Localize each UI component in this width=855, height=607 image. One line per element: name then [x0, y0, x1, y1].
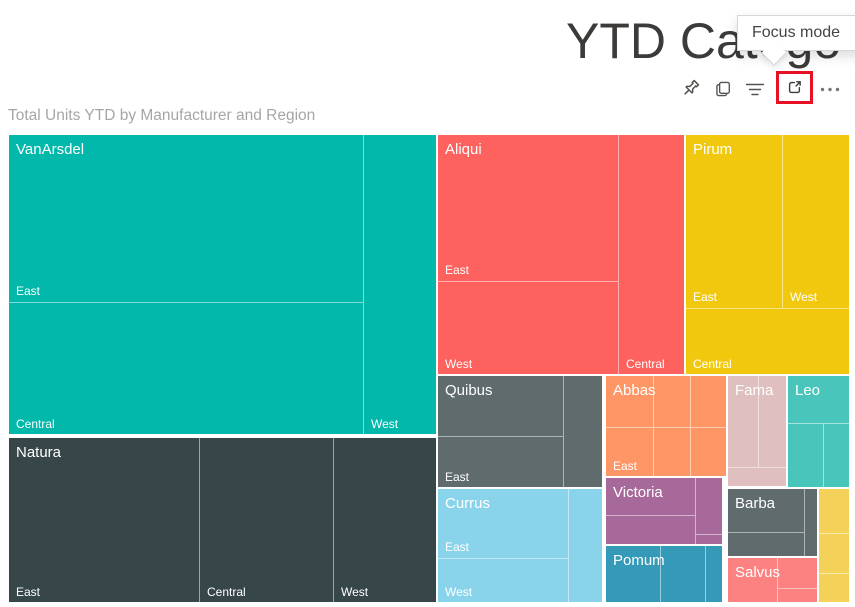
region-label: Central	[693, 357, 732, 371]
treemap-leaf-fama-1[interactable]	[759, 376, 786, 468]
tooltip-text: Focus mode	[752, 24, 841, 41]
treemap-leaf-abbas-east[interactable]: East	[606, 428, 654, 476]
region-label: West	[445, 357, 473, 371]
region-label: Central	[16, 417, 55, 431]
treemap-group-salvus: Salvus	[727, 557, 818, 603]
treemap-leaf-unnamed-0[interactable]	[819, 489, 849, 534]
treemap-group-leo: Leo	[787, 375, 850, 488]
region-label: Central	[626, 357, 665, 371]
region-label: East	[613, 459, 638, 473]
treemap-leaf-vanarsdel-central[interactable]: Central	[9, 303, 364, 434]
filter-icon[interactable]	[745, 82, 765, 98]
treemap-leaf-pomum-0[interactable]	[606, 546, 661, 602]
region-label: East	[445, 263, 470, 277]
treemap-leaf-aliqui-west[interactable]: West	[438, 282, 619, 374]
treemap-leaf-aliqui-central[interactable]: Central	[619, 135, 684, 374]
treemap-leaf-pirum-west[interactable]: West	[783, 135, 849, 309]
region-label: West	[445, 585, 473, 599]
region-label: East	[445, 540, 470, 554]
treemap-leaf-victoria-0[interactable]	[606, 478, 696, 516]
treemap-leaf-pomum-1[interactable]	[661, 546, 706, 602]
treemap-leaf-victoria-3[interactable]	[696, 535, 722, 544]
treemap-leaf-abbas-5[interactable]	[691, 428, 726, 476]
treemap-leaf-abbas-2[interactable]	[654, 376, 691, 428]
treemap-group-victoria: Victoria	[605, 477, 723, 545]
region-label: East	[445, 470, 470, 484]
focus-mode-tooltip: Focus mode	[737, 15, 855, 66]
copy-icon[interactable]	[714, 80, 732, 98]
treemap-visual: East Central West VanArsdel East Central West N…	[8, 134, 850, 603]
treemap-group-pirum: East West Central Pirum	[685, 134, 850, 375]
treemap-group-pomum: Pomum	[605, 545, 723, 603]
treemap-leaf-leo-2[interactable]	[824, 424, 849, 487]
treemap-leaf-victoria-1[interactable]	[606, 516, 696, 544]
treemap-leaf-natura-west[interactable]: West	[334, 438, 436, 602]
more-options-icon[interactable]	[819, 86, 841, 93]
treemap-group-aliqui: East West Central Aliqui	[437, 134, 685, 375]
treemap-group-quibus: East Quibus	[437, 375, 603, 488]
treemap-group-barba: Barba	[727, 488, 818, 557]
region-label: West	[371, 417, 399, 431]
treemap-leaf-barba-2[interactable]	[805, 489, 817, 556]
treemap-leaf-fama-0[interactable]	[728, 376, 759, 468]
treemap-leaf-pirum-east[interactable]: East	[686, 135, 783, 309]
treemap-group-unnamed	[818, 488, 850, 603]
treemap-leaf-victoria-2[interactable]	[696, 478, 722, 535]
treemap-group-fama: Fama	[727, 375, 787, 487]
treemap-leaf-aliqui-east[interactable]: East	[438, 135, 619, 282]
treemap-leaf-natura-central[interactable]: Central	[200, 438, 334, 602]
region-label: East	[16, 585, 41, 599]
treemap-leaf-currus-2[interactable]	[569, 489, 602, 602]
treemap-group-vanarsdel: East Central West VanArsdel	[8, 134, 437, 435]
treemap-group-natura: East Central West Natura	[8, 437, 437, 603]
region-label: Central	[207, 585, 246, 599]
treemap-leaf-currus-west[interactable]: West	[438, 559, 569, 602]
treemap-leaf-pirum-central[interactable]: Central	[686, 309, 849, 374]
treemap-leaf-salvus-2[interactable]	[778, 589, 817, 602]
treemap-leaf-barba-0[interactable]	[728, 489, 805, 533]
treemap-leaf-vanarsdel-east[interactable]: East	[9, 135, 364, 303]
treemap-leaf-natura-east[interactable]: East	[9, 438, 200, 602]
treemap-group-abbas: East Abbas	[605, 375, 727, 477]
pin-icon[interactable]	[681, 78, 701, 98]
treemap-leaf-abbas-4[interactable]	[691, 376, 726, 428]
treemap-leaf-abbas-3[interactable]	[654, 428, 691, 476]
treemap-leaf-abbas-0[interactable]	[606, 376, 654, 428]
treemap-leaf-fama-2[interactable]	[728, 468, 786, 486]
treemap-leaf-quibus-2[interactable]	[564, 376, 602, 487]
treemap-leaf-quibus-0[interactable]	[438, 376, 564, 437]
treemap-leaf-unnamed-1[interactable]	[819, 534, 849, 574]
treemap-leaf-barba-1[interactable]	[728, 533, 805, 556]
focus-mode-button[interactable]	[776, 71, 813, 104]
region-label: East	[693, 290, 718, 304]
treemap-leaf-leo-1[interactable]	[788, 424, 824, 487]
treemap-leaf-unnamed-2[interactable]	[819, 574, 849, 602]
treemap-group-currus: East West Currus	[437, 488, 603, 603]
treemap-leaf-salvus-1[interactable]	[778, 558, 817, 589]
region-label: West	[341, 585, 369, 599]
treemap-leaf-vanarsdel-west[interactable]: West	[364, 135, 436, 434]
region-label: East	[16, 284, 41, 298]
visual-title: Total Units YTD by Manufacturer and Regi…	[8, 107, 316, 124]
treemap-leaf-salvus-0[interactable]	[728, 558, 778, 602]
treemap-leaf-leo-0[interactable]	[788, 376, 849, 424]
focus-mode-icon	[788, 81, 801, 94]
region-label: West	[790, 290, 818, 304]
treemap-leaf-pomum-2[interactable]	[706, 546, 722, 602]
treemap-leaf-currus-east[interactable]: East	[438, 489, 569, 559]
treemap-leaf-quibus-east[interactable]: East	[438, 437, 564, 487]
